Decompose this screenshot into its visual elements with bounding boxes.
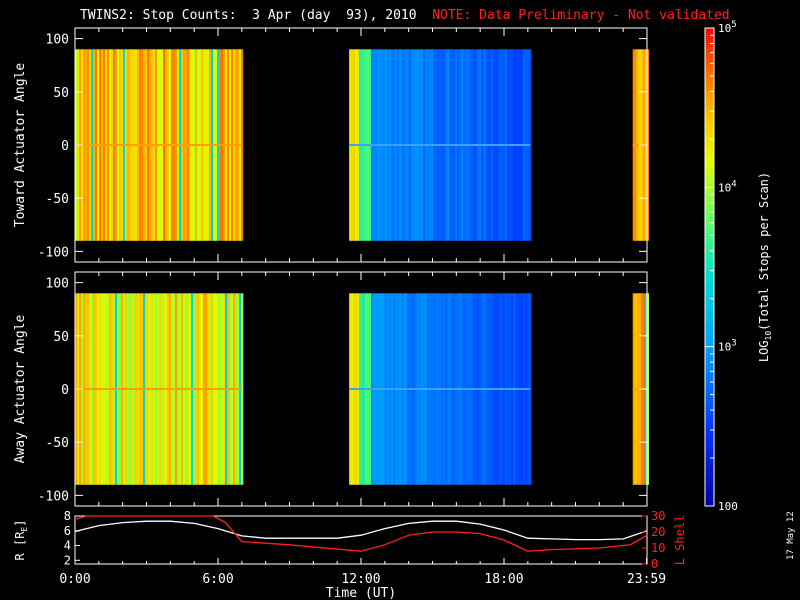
toward-y-ticks: 100 50 0 -50 -100 — [38, 28, 648, 262]
r-tick-label: 4 — [64, 539, 71, 553]
toward-band-0 — [75, 49, 244, 241]
toward-y-tick-label: 0 — [61, 139, 69, 154]
colorbar-gradient — [705, 28, 714, 506]
r-tick-label: 6 — [64, 524, 71, 538]
toward-y-tick-label: -100 — [38, 245, 69, 260]
away-band-1-column — [529, 293, 532, 485]
time-axis-ticks: 0:00 6:00 12:00 18:00 23:59 — [59, 558, 666, 587]
toward-band-0-column — [241, 49, 244, 241]
lshell-series-line — [74, 515, 648, 552]
lshell-tick-label: 20 — [651, 525, 665, 539]
time-tick-label: 18:00 — [484, 572, 523, 587]
ephemeris-panel-frame — [74, 515, 648, 565]
colorbar-tick-label: 103 — [718, 339, 737, 354]
time-tick-label: 12:00 — [341, 572, 380, 587]
lshell-tick-label: 10 — [651, 541, 665, 555]
colorbar: 105 104 103 100 LOG10(Total Stops per Scan) — [704, 20, 773, 513]
time-tick-label: 0:00 — [59, 572, 90, 587]
colorbar-tick-label: 104 — [718, 179, 737, 194]
figure-header: TWINS2: Stop Counts: 3 Apr (day 93), 201… — [80, 8, 730, 23]
colorbar-label: LOG10(Total Stops per Scan) — [757, 172, 773, 362]
preliminary-note: NOTE: Data Preliminary - Not validated — [432, 8, 730, 23]
away-y-tick-label: -100 — [38, 489, 69, 504]
away-heatmap-panel: 100 50 0 -50 -100 Away Actuator Angle — [13, 271, 649, 507]
toward-heatmap-bands — [75, 49, 649, 241]
away-band-0 — [75, 293, 244, 485]
away-y-tick-label: -50 — [46, 436, 69, 451]
date-stamp: 17 May 12 — [786, 511, 796, 560]
away-y-tick-label: 100 — [46, 277, 69, 292]
colorbar-tick-label: 100 — [718, 500, 738, 513]
toward-band-2-column — [646, 49, 649, 241]
ephemeris-right-ticks: 30 20 10 0 — [642, 509, 665, 571]
r-series-line — [74, 520, 648, 541]
toward-heatmap-panel: 100 50 0 -50 -100 Toward Actuator Angle — [13, 27, 649, 263]
figure-title: TWINS2: Stop Counts: 3 Apr (day 93), 201… — [80, 8, 417, 23]
away-y-tick-label: 0 — [61, 383, 69, 398]
lshell-tick-label: 30 — [651, 509, 665, 523]
lshell-tick-label: 0 — [651, 557, 658, 571]
away-band-1 — [349, 293, 532, 485]
toward-y-axis-label: Toward Actuator Angle — [13, 63, 28, 228]
colorbar-tick-label: 105 — [718, 20, 737, 35]
away-y-axis-label: Away Actuator Angle — [13, 314, 28, 463]
toward-band-1-column — [529, 49, 532, 241]
ephemeris-lines — [74, 515, 648, 552]
toward-y-tick-label: 100 — [46, 33, 69, 48]
toward-y-tick-label: 50 — [53, 86, 69, 101]
away-heatmap-bands — [75, 293, 649, 485]
r-tick-label: 2 — [64, 553, 71, 567]
toward-band-1 — [349, 49, 532, 241]
away-y-ticks: 100 50 0 -50 -100 — [38, 272, 648, 506]
time-axis-label: Time (UT) — [326, 586, 396, 600]
lshell-axis-label: L Shell — [673, 515, 687, 566]
away-y-tick-label: 50 — [53, 330, 69, 345]
time-tick-label: 6:00 — [202, 572, 233, 587]
away-band-2-column — [646, 293, 649, 485]
r-tick-label: 8 — [64, 509, 71, 523]
r-axis-label: R [RE] — [13, 520, 29, 561]
time-tick-label: 23:59 — [627, 572, 666, 587]
away-band-0-column — [241, 293, 244, 485]
toward-y-tick-label: -50 — [46, 192, 69, 207]
colorbar-ticks: 105 104 103 100 — [705, 20, 738, 513]
